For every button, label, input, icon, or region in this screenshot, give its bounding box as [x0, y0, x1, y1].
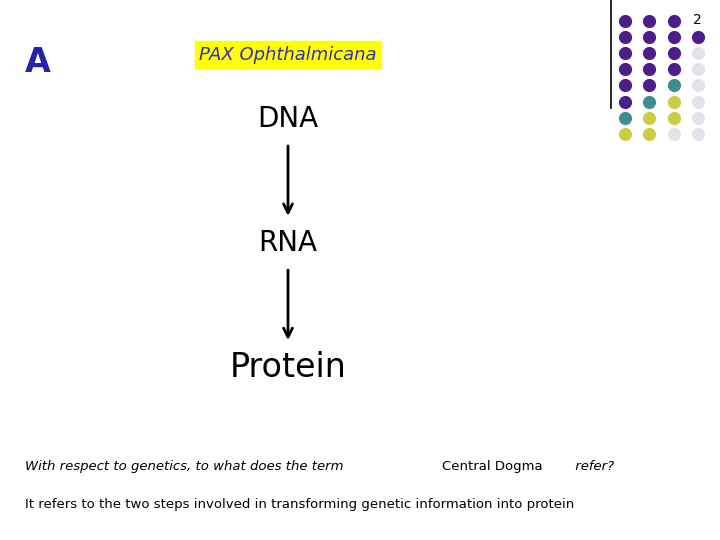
Text: With respect to genetics, to what does the term: With respect to genetics, to what does t…	[25, 460, 348, 473]
Point	[693, 130, 704, 138]
Point	[693, 32, 704, 41]
Point	[668, 65, 680, 73]
Point	[619, 130, 631, 138]
Point	[693, 97, 704, 106]
Text: 2: 2	[693, 14, 702, 28]
Point	[644, 130, 655, 138]
Point	[693, 81, 704, 90]
Text: It refers to the two steps involved in transforming genetic information into pro: It refers to the two steps involved in t…	[25, 498, 575, 511]
Point	[619, 49, 631, 57]
Point	[619, 81, 631, 90]
Point	[619, 113, 631, 122]
Point	[619, 65, 631, 73]
Point	[644, 81, 655, 90]
Text: Central Dogma: Central Dogma	[441, 460, 542, 473]
Point	[668, 97, 680, 106]
Point	[644, 113, 655, 122]
Point	[619, 97, 631, 106]
Point	[619, 32, 631, 41]
Point	[644, 65, 655, 73]
Text: Protein: Protein	[230, 350, 346, 384]
Text: PAX Ophthalmicana: PAX Ophthalmicana	[199, 46, 377, 64]
Point	[644, 49, 655, 57]
Point	[693, 113, 704, 122]
Point	[644, 16, 655, 25]
Text: A: A	[25, 46, 51, 79]
Point	[668, 130, 680, 138]
Point	[668, 113, 680, 122]
Text: With respect to genetics, to what does the term Central Dogma refer?: With respect to genetics, to what does t…	[25, 460, 491, 473]
Point	[644, 32, 655, 41]
Point	[668, 16, 680, 25]
Text: RNA: RNA	[258, 229, 318, 257]
Point	[668, 32, 680, 41]
Point	[619, 16, 631, 25]
Text: DNA: DNA	[258, 105, 318, 133]
Text: refer?: refer?	[572, 460, 615, 473]
Point	[693, 49, 704, 57]
Point	[668, 49, 680, 57]
Point	[644, 97, 655, 106]
Point	[668, 81, 680, 90]
Point	[693, 65, 704, 73]
